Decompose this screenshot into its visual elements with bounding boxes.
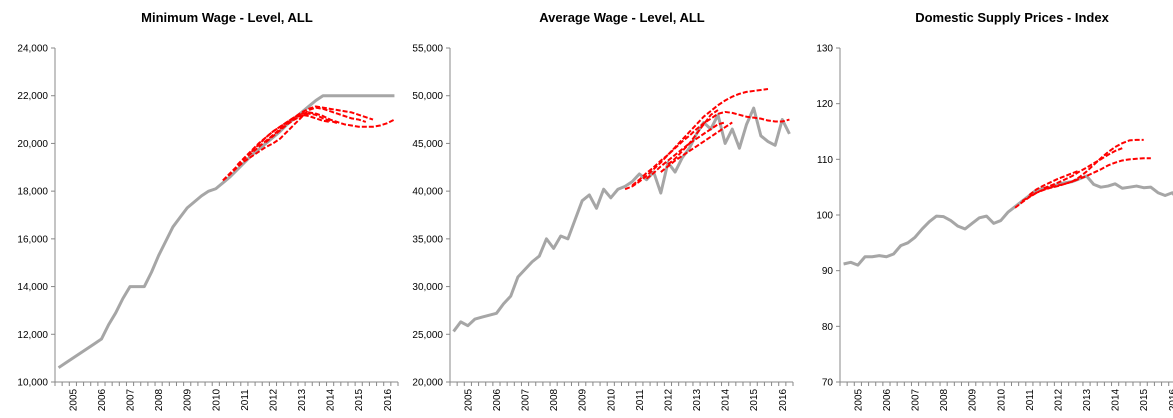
x-tick-label: 2015 bbox=[1139, 388, 1150, 411]
x-tick-label: 2007 bbox=[126, 388, 137, 411]
actual-line bbox=[843, 174, 1173, 267]
x-tick-label: 2005 bbox=[853, 388, 864, 411]
chart-title: Minimum Wage - Level, ALL bbox=[141, 10, 313, 25]
actual-line bbox=[57, 94, 395, 369]
y-tick-label: 20,000 bbox=[412, 378, 443, 389]
x-tick-label: 2015 bbox=[749, 388, 760, 411]
y-tick-label: 25,000 bbox=[412, 330, 443, 341]
forecast-line bbox=[667, 109, 719, 166]
x-tick-label: 2016 bbox=[383, 388, 394, 411]
x-tick-label: 2011 bbox=[240, 389, 251, 411]
x-tick-label: 2006 bbox=[882, 388, 893, 411]
y-tick-label: 40,000 bbox=[412, 187, 443, 198]
y-tick-label: 35,000 bbox=[412, 234, 443, 245]
x-tick-label: 2011 bbox=[1025, 389, 1036, 411]
y-tick-label: 80 bbox=[822, 322, 834, 333]
x-tick-label: 2009 bbox=[968, 388, 979, 411]
x-tick-label: 2010 bbox=[211, 388, 222, 411]
x-tick-label: 2007 bbox=[911, 388, 922, 411]
x-tick-label: 2012 bbox=[663, 388, 674, 411]
x-tick-label: 2010 bbox=[606, 388, 617, 411]
x-tick-label: 2012 bbox=[268, 388, 279, 411]
forecast-line bbox=[250, 111, 395, 153]
x-tick-label: 2015 bbox=[354, 388, 365, 411]
y-tick-label: 55,000 bbox=[412, 44, 443, 55]
x-tick-label: 2014 bbox=[326, 388, 337, 411]
x-tick-label: 2016 bbox=[1168, 388, 1173, 411]
y-tick-label: 14,000 bbox=[17, 282, 48, 293]
y-tick-label: 45,000 bbox=[412, 139, 443, 150]
forecast-line bbox=[631, 110, 790, 187]
x-tick-label: 2014 bbox=[721, 388, 732, 411]
y-tick-label: 18,000 bbox=[17, 187, 48, 198]
x-tick-label: 2006 bbox=[492, 388, 503, 411]
x-tick-label: 2008 bbox=[154, 388, 165, 411]
forecast-line bbox=[1043, 147, 1123, 190]
y-tick-label: 50,000 bbox=[412, 91, 443, 102]
forecast-line bbox=[660, 121, 733, 173]
x-tick-label: 2011 bbox=[635, 389, 646, 411]
y-tick-label: 90 bbox=[822, 266, 834, 277]
x-tick-label: 2010 bbox=[996, 388, 1007, 411]
x-tick-label: 2009 bbox=[578, 388, 589, 411]
x-tick-label: 2013 bbox=[297, 388, 308, 411]
x-tick-label: 2007 bbox=[521, 388, 532, 411]
y-tick-label: 120 bbox=[816, 99, 833, 110]
y-tick-label: 130 bbox=[816, 44, 833, 55]
actual-line bbox=[452, 106, 791, 333]
y-tick-label: 20,000 bbox=[17, 139, 48, 150]
chart-title: Average Wage - Level, ALL bbox=[539, 10, 704, 25]
chart-title: Domestic Supply Prices - Index bbox=[915, 10, 1109, 25]
x-tick-label: 2005 bbox=[68, 388, 79, 411]
y-tick-label: 10,000 bbox=[17, 378, 48, 389]
y-tick-label: 30,000 bbox=[412, 282, 443, 293]
y-tick-label: 22,000 bbox=[17, 91, 48, 102]
forecast-line bbox=[1021, 157, 1151, 202]
y-tick-label: 24,000 bbox=[17, 44, 48, 55]
x-tick-label: 2008 bbox=[939, 388, 950, 411]
forecast-line bbox=[265, 112, 338, 144]
y-tick-label: 16,000 bbox=[17, 234, 48, 245]
x-tick-label: 2008 bbox=[549, 388, 560, 411]
x-tick-label: 2013 bbox=[692, 388, 703, 411]
x-tick-label: 2012 bbox=[1053, 388, 1064, 411]
forecast-line bbox=[222, 113, 331, 182]
y-tick-label: 12,000 bbox=[17, 330, 48, 341]
y-tick-label: 100 bbox=[816, 211, 833, 222]
x-tick-label: 2006 bbox=[97, 388, 108, 411]
y-tick-label: 110 bbox=[817, 155, 833, 166]
y-tick-label: 70 bbox=[822, 378, 834, 389]
forecast-line bbox=[1028, 169, 1080, 196]
x-tick-label: 2014 bbox=[1111, 388, 1122, 411]
forecast-line bbox=[1014, 138, 1144, 209]
x-tick-label: 2009 bbox=[183, 388, 194, 411]
forecast-line bbox=[222, 106, 367, 182]
x-tick-label: 2013 bbox=[1082, 388, 1093, 411]
forecast-line bbox=[236, 105, 374, 166]
x-tick-label: 2005 bbox=[463, 388, 474, 411]
x-tick-label: 2016 bbox=[778, 388, 789, 411]
forecast-line bbox=[624, 88, 769, 191]
